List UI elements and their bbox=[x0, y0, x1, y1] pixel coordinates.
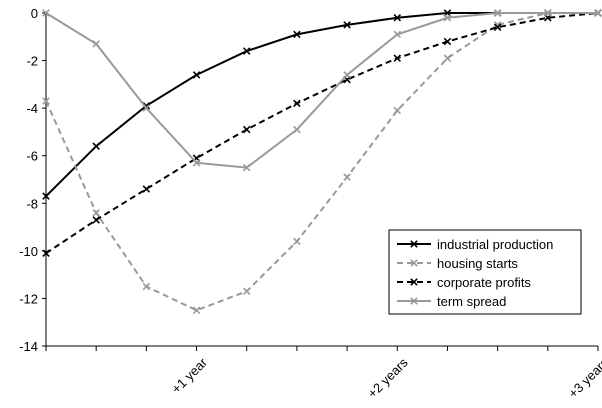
series-line bbox=[45, 12, 598, 169]
legend-label: corporate profits bbox=[437, 275, 531, 290]
data-point bbox=[192, 71, 201, 79]
series-line bbox=[45, 12, 599, 255]
data-point bbox=[92, 40, 100, 48]
data-point bbox=[410, 240, 418, 248]
y-tick-label: -8 bbox=[26, 196, 38, 211]
legend-label: industrial production bbox=[437, 237, 553, 252]
data-point bbox=[92, 142, 100, 150]
legend-label: housing starts bbox=[437, 256, 518, 271]
y-tick-label: -4 bbox=[26, 101, 38, 116]
data-point bbox=[343, 173, 351, 181]
data-point bbox=[343, 71, 351, 79]
data-point bbox=[393, 54, 402, 62]
data-point bbox=[142, 282, 151, 291]
data-point bbox=[293, 30, 301, 39]
series-industrial-production bbox=[42, 9, 602, 200]
data-point bbox=[42, 9, 50, 17]
legend-label: term spread bbox=[437, 294, 506, 309]
data-point bbox=[42, 192, 50, 200]
y-tick-label: 0 bbox=[31, 6, 38, 21]
y-tick-label: -14 bbox=[19, 339, 38, 354]
data-point bbox=[410, 259, 418, 267]
data-point bbox=[443, 54, 452, 62]
series-layer bbox=[42, 9, 602, 315]
data-point bbox=[343, 21, 351, 29]
data-point bbox=[443, 13, 452, 22]
data-point bbox=[410, 278, 418, 286]
data-point bbox=[42, 97, 50, 105]
data-point bbox=[393, 106, 402, 115]
legend-item: housing starts bbox=[397, 256, 518, 271]
data-point bbox=[493, 23, 502, 32]
data-point bbox=[293, 125, 301, 134]
data-point bbox=[393, 30, 402, 39]
series-term-spread bbox=[42, 9, 602, 172]
legend-item: term spread bbox=[397, 294, 506, 309]
data-point bbox=[192, 159, 201, 167]
series-line bbox=[45, 12, 598, 312]
series-corporate-profits bbox=[42, 9, 602, 258]
x-tick-label: +1 year bbox=[168, 354, 210, 396]
data-point bbox=[192, 306, 201, 315]
data-point bbox=[92, 216, 100, 224]
data-point bbox=[92, 209, 100, 217]
legend-item: industrial production bbox=[397, 237, 553, 252]
data-point bbox=[393, 13, 402, 22]
y-tick-label: -12 bbox=[19, 291, 38, 306]
x-tick-label: +3 years bbox=[565, 355, 602, 401]
data-point bbox=[410, 297, 418, 305]
data-point bbox=[594, 9, 602, 17]
data-point bbox=[242, 47, 251, 55]
data-point bbox=[242, 163, 251, 172]
data-point bbox=[242, 287, 251, 296]
data-point bbox=[544, 9, 552, 17]
x-tick-label: +2 years bbox=[365, 355, 411, 401]
legend-item: corporate profits bbox=[397, 275, 531, 290]
y-tick-label: -10 bbox=[19, 244, 38, 259]
series-line bbox=[45, 12, 598, 197]
data-point bbox=[142, 185, 151, 193]
y-tick-label: -2 bbox=[26, 54, 38, 69]
data-point bbox=[142, 104, 151, 112]
data-point bbox=[443, 37, 452, 46]
data-point bbox=[293, 99, 301, 108]
data-point bbox=[142, 101, 151, 110]
data-point bbox=[293, 237, 301, 246]
legend: industrial production housing starts corpo… bbox=[388, 229, 582, 315]
data-point bbox=[242, 125, 251, 134]
data-point bbox=[42, 249, 50, 258]
axes: 0 -2 -4 -6 -8 -10 -12 -14 +1 year +2 years +3 year… bbox=[19, 6, 602, 401]
y-tick-label: -6 bbox=[26, 149, 38, 164]
data-point bbox=[493, 9, 502, 17]
